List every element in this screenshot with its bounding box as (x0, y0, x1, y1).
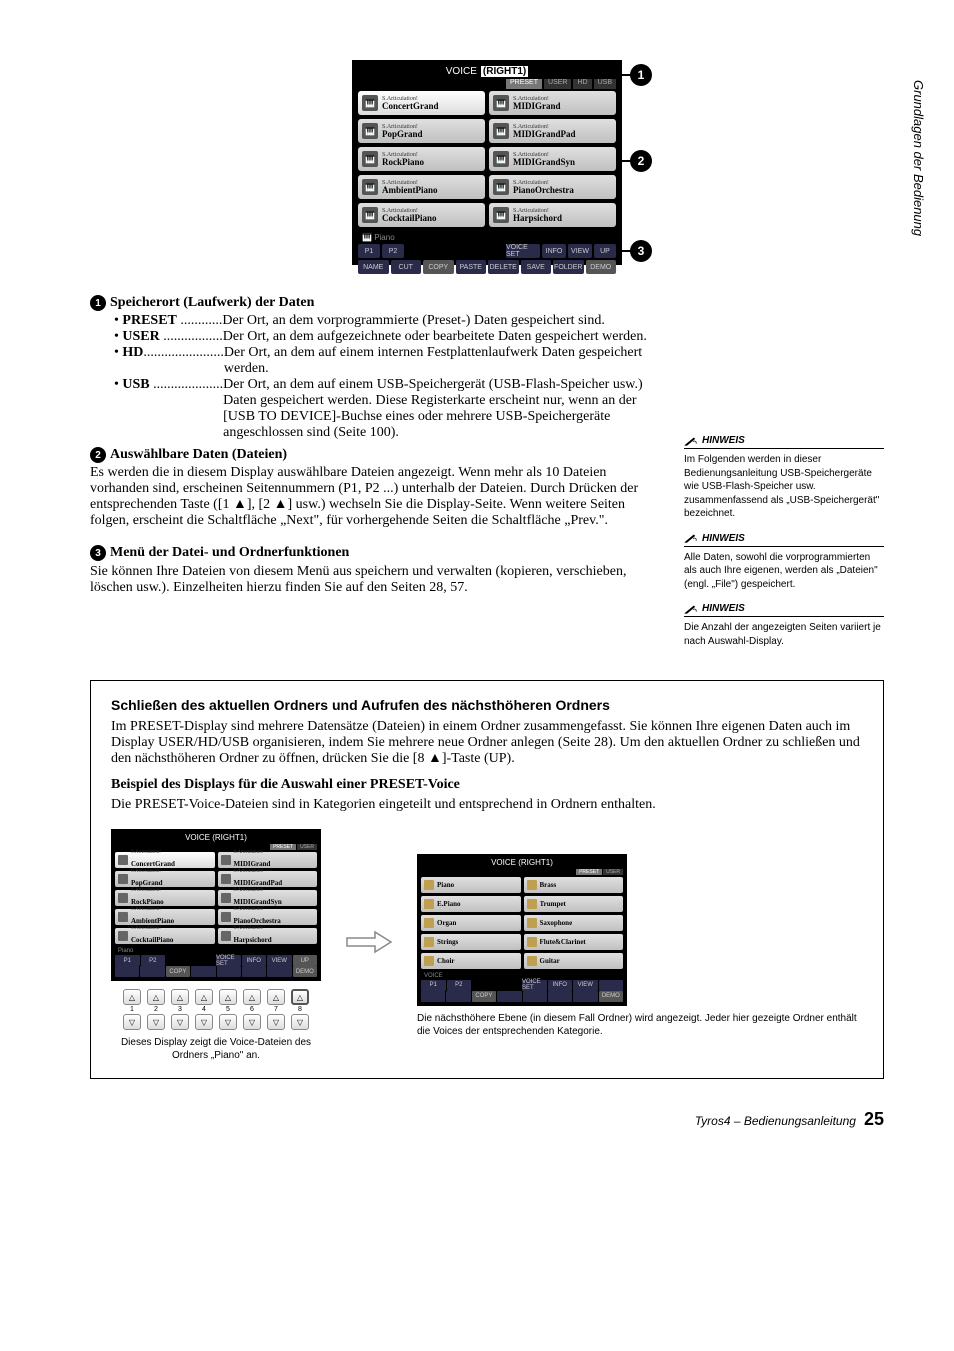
def-user: • USER ................. Der Ort, an dem… (114, 329, 650, 345)
voice-display-tabs: PRESET USER HD USB (358, 79, 616, 89)
voice-name: MIDIGrandPad (513, 130, 576, 139)
tab-preset: PRESET (506, 79, 542, 89)
piano-icon: 🎹 (493, 207, 509, 223)
p2-button: P2 (382, 244, 404, 258)
voice-item: 🎹S.Articulation!MIDIGrandPad (489, 119, 616, 143)
voice-name: PopGrand (382, 130, 423, 139)
piano-icon: 🎹 (493, 179, 509, 195)
piano-icon: 🎹 (493, 151, 509, 167)
voiceset-button: VOICE SET (506, 244, 540, 258)
tab-user: USER (544, 79, 571, 89)
sidebar-chapter-label: Grundlagen der Bedienung (911, 80, 926, 236)
hardware-key-row: △1▽ △2▽ △3▽ △4▽ △5▽ △6▽ △7▽ △8▽ (111, 989, 321, 1030)
def-usb: • USB .................... Der Ort, an d… (114, 377, 650, 441)
caption-left: Dieses Display zeigt die Voice-Dateien d… (111, 1036, 321, 1062)
voice-item: 🎹S.Articulation!RockPiano (358, 147, 485, 171)
voice-name: MIDIGrand (513, 102, 561, 111)
hinweis-label: HINWEIS (702, 435, 745, 446)
section-1-heading: 1Speicherort (Laufwerk) der Daten (90, 295, 650, 311)
dual-screenshot-row: VOICE (RIGHT1) PRESET USER S.Articulatio… (111, 829, 863, 1062)
save-button: SAVE (521, 260, 552, 274)
cut-button: CUT (391, 260, 422, 274)
tab-usb: USB (594, 79, 616, 89)
name-button: NAME (358, 260, 389, 274)
piano-icon: 🎹 (362, 207, 378, 223)
hinweis-body: Im Folgenden werden in dieser Bedienungs… (684, 453, 884, 521)
piano-icon: 🎹 (362, 179, 378, 195)
voice-grid: 🎹S.Articulation!ConcertGrand 🎹S.Articula… (358, 91, 616, 227)
voice-display-screenshot: VOICE (RIGHT1) PRESET USER HD USB 🎹S.Art… (352, 60, 622, 265)
copy-button: COPY (423, 260, 454, 274)
folder-button: FOLDER (553, 260, 584, 274)
piano-icon: 🎹 (362, 151, 378, 167)
piano-icon: 🎹 (493, 123, 509, 139)
def-hd: • HD....................... Der Ort, an … (114, 345, 650, 377)
box-body-2: Die PRESET-Voice-Dateien sind in Kategor… (111, 797, 863, 813)
up-button: UP (594, 244, 616, 258)
section-2-heading: 2Auswählbare Daten (Dateien) (90, 447, 650, 463)
voice-name: MIDIGrandSyn (513, 158, 575, 167)
mini-shot-left: VOICE (RIGHT1) PRESET USER S.Articulatio… (111, 829, 321, 981)
voice-item: 🎹S.Articulation!ConcertGrand (358, 91, 485, 115)
box-subtitle: Beispiel des Displays für die Auswahl ei… (111, 777, 863, 793)
section-2-body: Es werden die in diesem Display auswählb… (90, 465, 650, 529)
caption-right: Die nächsthöhere Ebene (in diesem Fall O… (417, 1012, 863, 1038)
arrow-icon (345, 928, 393, 964)
page-footer: Tyros4 – Bedienungsanleitung25 (90, 1109, 884, 1130)
piano-icon: 🎹 (493, 95, 509, 111)
voice-item: 🎹S.Articulation!AmbientPiano (358, 175, 485, 199)
tab-hd: HD (573, 79, 591, 89)
box-title: Schließen des aktuellen Ordners und Aufr… (111, 697, 863, 713)
def-preset: • PRESET ............ Der Ort, an dem vo… (114, 313, 650, 329)
section-3-body: Sie können Ihre Dateien von diesem Menü … (90, 564, 650, 596)
right-shot-column: VOICE (RIGHT1) PRESET USER Piano Brass E… (417, 854, 863, 1038)
folder-navigation-box: Schließen des aktuellen Ordners und Aufr… (90, 680, 884, 1079)
hinweis-label: HINWEIS (702, 603, 745, 614)
left-shot-column: VOICE (RIGHT1) PRESET USER S.Articulatio… (111, 829, 321, 1062)
voice-item: 🎹S.Articulation!PianoOrchestra (489, 175, 616, 199)
voice-name: RockPiano (382, 158, 424, 167)
hinweis-2: HINWEIS Alle Daten, sowohl die vorprogra… (684, 533, 884, 592)
voice-item: 🎹S.Articulation!PopGrand (358, 119, 485, 143)
hinweis-body: Die Anzahl der angezeigten Seiten variie… (684, 621, 884, 648)
category-label: 🎹 Piano (358, 231, 616, 244)
demo-button: DEMO (586, 260, 617, 274)
hinweis-3: HINWEIS Die Anzahl der angezeigten Seite… (684, 603, 884, 648)
voice-name: AmbientPiano (382, 186, 438, 195)
p1-button: P1 (358, 244, 380, 258)
view-button: VIEW (568, 244, 592, 258)
voice-item: 🎹S.Articulation!Harpsichord (489, 203, 616, 227)
right1-label: (RIGHT1) (481, 66, 528, 77)
voice-name: ConcertGrand (382, 102, 439, 111)
box-body-1: Im PRESET-Display sind mehrere Datensätz… (111, 719, 863, 767)
voice-display-title: VOICE (RIGHT1) (358, 66, 616, 77)
voice-item: 🎹S.Articulation!MIDIGrand (489, 91, 616, 115)
section-3-heading: 3Menü der Datei- und Ordnerfunktionen (90, 545, 650, 561)
piano-icon: 🎹 (362, 95, 378, 111)
delete-button: DELETE (488, 260, 519, 274)
mini-shot-right: VOICE (RIGHT1) PRESET USER Piano Brass E… (417, 854, 627, 1006)
button-row-1: P1 P2 VOICE SET INFO VIEW UP (358, 244, 616, 258)
voice-item: 🎹S.Articulation!MIDIGrandSyn (489, 147, 616, 171)
paste-button: PASTE (456, 260, 487, 274)
voice-label: VOICE (446, 66, 477, 77)
voice-item: 🎹S.Articulation!CocktailPiano (358, 203, 485, 227)
hinweis-body: Alle Daten, sowohl die vorprogrammierten… (684, 551, 884, 592)
info-button: INFO (542, 244, 566, 258)
voice-name: Harpsichord (513, 214, 562, 223)
piano-icon: 🎹 (362, 123, 378, 139)
button-row-2: NAME CUT COPY PASTE DELETE SAVE FOLDER D… (358, 260, 616, 274)
hinweis-1: HINWEIS Im Folgenden werden in dieser Be… (684, 435, 884, 521)
hinweis-label: HINWEIS (702, 533, 745, 544)
hero-screenshot-wrapper: VOICE (RIGHT1) PRESET USER HD USB 🎹S.Art… (90, 60, 884, 265)
voice-name: PianoOrchestra (513, 186, 574, 195)
voice-name: CocktailPiano (382, 214, 437, 223)
